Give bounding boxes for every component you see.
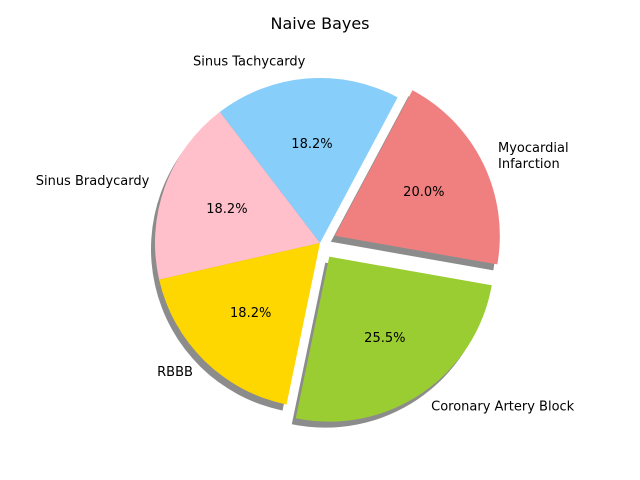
chart-title: Naive Bayes bbox=[270, 14, 369, 33]
category-label-coronary-artery-block: Coronary Artery Block bbox=[431, 399, 575, 414]
slice-rbbb bbox=[159, 243, 320, 405]
category-label-myocardial-infarction: Myocardial Infarction bbox=[498, 141, 569, 172]
category-label-rbbb: RBBB bbox=[157, 365, 193, 380]
category-label-sinus-bradycardy: Sinus Bradycardy bbox=[36, 174, 150, 189]
slice-sinus-bradycardy bbox=[154, 111, 320, 280]
pie-labels: 20.0% Myocardial Infarction 18.2% Sinus Tach… bbox=[36, 55, 575, 415]
slice-myocardial-infarction bbox=[334, 90, 500, 265]
slice-coronary-artery-block bbox=[295, 256, 492, 422]
percent-label-sinus-tachycardy: 18.2% bbox=[291, 137, 332, 152]
percent-label-sinus-bradycardy: 18.2% bbox=[206, 202, 247, 217]
pie-slices bbox=[154, 77, 500, 422]
percent-label-myocardial-infarction: 20.0% bbox=[403, 185, 444, 200]
slice-sinus-tachycardy bbox=[219, 77, 398, 243]
percent-label-coronary-artery-block: 25.5% bbox=[364, 331, 405, 346]
percent-label-rbbb: 18.2% bbox=[230, 306, 271, 321]
category-label-sinus-tachycardy: Sinus Tachycardy bbox=[193, 55, 306, 70]
